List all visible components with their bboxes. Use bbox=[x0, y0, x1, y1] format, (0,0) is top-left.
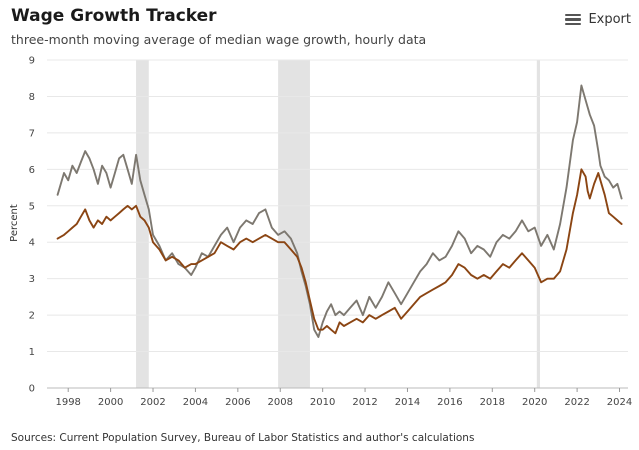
y-tick-label: 5 bbox=[29, 201, 35, 212]
x-tick-label: 2006 bbox=[225, 397, 250, 408]
chart-title: Wage Growth Tracker bbox=[11, 6, 217, 26]
line-chart: 0 1 2 3 4 5 6 7 8 9 1998 2000 2002 2004 2006 2008 2010 20… bbox=[9, 56, 633, 409]
x-tick-label: 2024 bbox=[607, 397, 632, 408]
x-tick-label: 2010 bbox=[310, 397, 335, 408]
series-line-brown bbox=[56, 168, 623, 335]
x-tick-label: 1998 bbox=[55, 397, 80, 408]
x-tick-label: 2022 bbox=[564, 397, 589, 408]
y-tick-label: 3 bbox=[29, 274, 35, 285]
y-tick-label: 8 bbox=[29, 92, 35, 103]
x-tick-label: 2020 bbox=[522, 397, 547, 408]
sources-note: Sources: Current Population Survey, Bure… bbox=[11, 432, 475, 444]
y-tick-label: 7 bbox=[29, 128, 35, 139]
y-tick-label: 1 bbox=[29, 347, 35, 358]
y-tick-label: 2 bbox=[29, 311, 35, 322]
y-axis-label: Percent bbox=[9, 204, 20, 242]
chart-subtitle: three-month moving average of median wag… bbox=[11, 32, 427, 47]
y-tick-label: 9 bbox=[29, 56, 35, 67]
x-tick-label: 2014 bbox=[395, 397, 420, 408]
axes: 0 1 2 3 4 5 6 7 8 9 1998 2000 2002 2004 2006 2008 2010 20… bbox=[29, 56, 633, 409]
x-tick-label: 2016 bbox=[437, 397, 462, 408]
export-button[interactable]: Export bbox=[565, 12, 631, 27]
export-label: Export bbox=[588, 12, 631, 27]
x-tick-label: 2000 bbox=[98, 397, 123, 408]
recession-bands bbox=[136, 60, 541, 388]
y-tick-label: 4 bbox=[29, 238, 35, 249]
x-tick-label: 2002 bbox=[140, 397, 165, 408]
x-tick-label: 2008 bbox=[268, 397, 293, 408]
y-tick-label: 0 bbox=[29, 384, 35, 395]
x-tick-label: 2018 bbox=[480, 397, 505, 408]
y-tick-label: 6 bbox=[29, 165, 35, 176]
gridlines bbox=[47, 59, 628, 353]
x-tick-label: 2004 bbox=[183, 397, 208, 408]
series-line-gray bbox=[56, 84, 623, 338]
x-tick-label: 2012 bbox=[352, 397, 377, 408]
recession-band-1 bbox=[278, 60, 310, 388]
series-lines bbox=[56, 84, 623, 338]
recession-band-2 bbox=[536, 60, 541, 388]
recession-band-0 bbox=[136, 60, 149, 388]
menu-icon bbox=[565, 13, 582, 26]
